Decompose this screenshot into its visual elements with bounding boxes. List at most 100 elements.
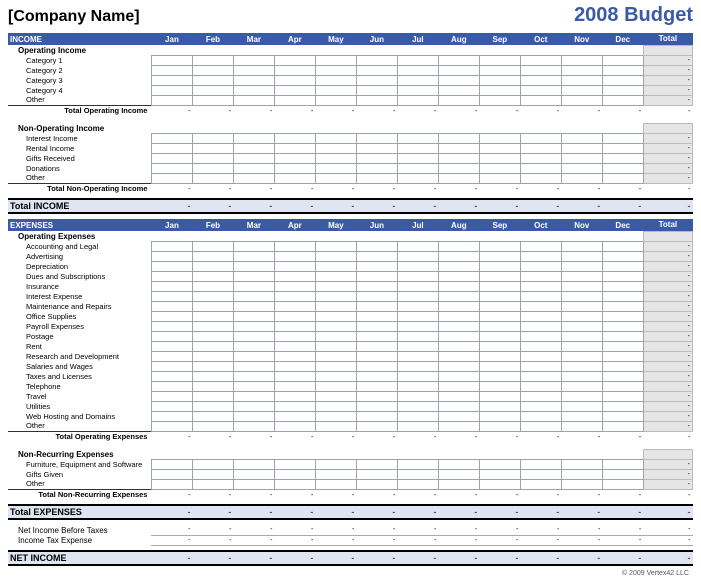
exp-op-row-13: Taxes and Licenses — [8, 371, 151, 381]
cell — [479, 381, 520, 391]
cell — [151, 153, 192, 163]
cell — [151, 65, 192, 75]
income-nonop-row-3: Donations — [8, 163, 151, 173]
cell — [356, 271, 397, 281]
cell — [151, 75, 192, 85]
cell — [356, 153, 397, 163]
income-op-row-2: Category 3 — [8, 75, 151, 85]
cell — [315, 291, 356, 301]
cell — [233, 281, 274, 291]
cell — [520, 361, 561, 371]
cell — [233, 241, 274, 251]
cell — [356, 371, 397, 381]
cell — [602, 421, 643, 431]
cell — [192, 143, 233, 153]
cell — [397, 381, 438, 391]
exp-op-row-11: Research and Development — [8, 351, 151, 361]
exp-op-row-14: Telephone — [8, 381, 151, 391]
cell — [151, 421, 192, 431]
cell — [438, 381, 479, 391]
cell — [520, 133, 561, 143]
cell — [438, 469, 479, 479]
row-total: - — [643, 163, 692, 173]
cell — [479, 271, 520, 281]
cell — [520, 311, 561, 321]
cell — [151, 241, 192, 251]
cell — [520, 411, 561, 421]
cell — [315, 241, 356, 251]
cell — [151, 291, 192, 301]
cell — [192, 95, 233, 105]
month-Jan: Jan — [151, 219, 192, 231]
cell — [274, 371, 315, 381]
cell — [397, 251, 438, 261]
cell — [274, 421, 315, 431]
cell — [315, 421, 356, 431]
month-Jun: Jun — [356, 33, 397, 45]
row-total: - — [643, 331, 692, 341]
nonop-income-heading: Non-Operating Income — [8, 123, 151, 133]
cell — [356, 401, 397, 411]
month-Aug: Aug — [438, 219, 479, 231]
cell — [602, 411, 643, 421]
cell — [438, 459, 479, 469]
cell — [233, 371, 274, 381]
total-header: Total — [643, 219, 692, 231]
cell — [315, 341, 356, 351]
row-total: - — [643, 311, 692, 321]
cell — [561, 153, 602, 163]
cell — [233, 381, 274, 391]
cell — [602, 331, 643, 341]
cell — [151, 469, 192, 479]
cell — [479, 143, 520, 153]
income-op-row-4: Other — [8, 95, 151, 105]
cell — [151, 459, 192, 469]
cell — [151, 361, 192, 371]
cell — [397, 331, 438, 341]
cell — [356, 251, 397, 261]
cell — [602, 65, 643, 75]
cell — [438, 351, 479, 361]
cell — [520, 351, 561, 361]
cell — [151, 95, 192, 105]
cell — [479, 311, 520, 321]
month-Aug: Aug — [438, 33, 479, 45]
cell — [315, 411, 356, 421]
cell — [479, 251, 520, 261]
cell — [192, 469, 233, 479]
cell — [520, 421, 561, 431]
month-Nov: Nov — [561, 219, 602, 231]
cell — [356, 65, 397, 75]
row-total: - — [643, 143, 692, 153]
row-total: - — [643, 271, 692, 281]
cell — [315, 251, 356, 261]
cell — [520, 381, 561, 391]
cell — [192, 361, 233, 371]
cell — [192, 133, 233, 143]
cell — [151, 261, 192, 271]
cell — [192, 291, 233, 301]
budget-title: 2008 Budget — [574, 4, 693, 27]
cell — [602, 173, 643, 183]
cell — [561, 371, 602, 381]
cell — [602, 381, 643, 391]
cell — [561, 341, 602, 351]
cell — [561, 401, 602, 411]
cell — [438, 331, 479, 341]
cell — [561, 479, 602, 489]
cell — [561, 301, 602, 311]
cell — [356, 391, 397, 401]
cell — [315, 173, 356, 183]
cell — [274, 271, 315, 281]
exp-nonrec-row-0: Furniture, Equipment and Software — [8, 459, 151, 469]
cell — [356, 351, 397, 361]
cell — [192, 401, 233, 411]
cell — [274, 311, 315, 321]
cell — [192, 381, 233, 391]
cell — [151, 301, 192, 311]
row-total: - — [643, 173, 692, 183]
cell — [233, 271, 274, 281]
cell — [356, 459, 397, 469]
cell — [397, 411, 438, 421]
cell — [274, 479, 315, 489]
